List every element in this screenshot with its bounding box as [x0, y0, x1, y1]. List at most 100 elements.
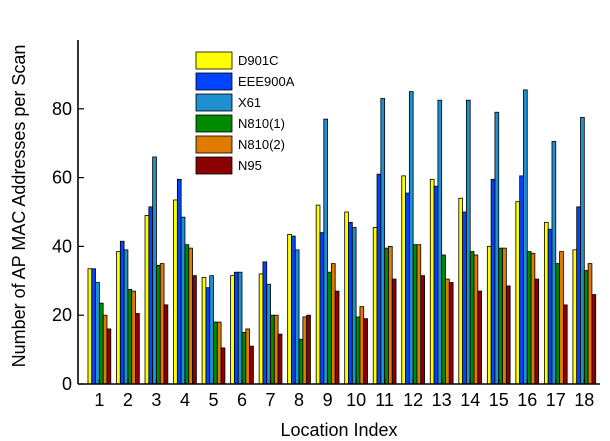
bar-N810(1)-loc-8	[298, 338, 304, 385]
bar-EEE900A-loc-12	[405, 192, 410, 385]
bar-X61-loc-5	[209, 275, 214, 385]
x-tick-label: 16	[517, 390, 537, 410]
bar-N810(2)-loc-8	[302, 316, 308, 385]
axes-group	[77, 40, 600, 385]
bar-N810(2)-loc-18	[587, 263, 593, 385]
bar-N95-loc-13	[448, 282, 454, 385]
y-tick-label: 0	[62, 374, 72, 394]
bar-N810(2)-loc-15	[502, 247, 507, 385]
bar-N95-loc-1	[106, 328, 112, 385]
bar-N810(1)-loc-4	[184, 244, 190, 385]
x-tick-label: 17	[546, 390, 566, 410]
bar-N810(1)-loc-9	[327, 271, 332, 385]
bar-D901C-loc-5	[201, 276, 207, 385]
y-tick-label: 20	[52, 305, 72, 325]
y-tick-label: 80	[52, 99, 72, 119]
bar-X61-loc-12	[408, 91, 414, 385]
bar-D901C-loc-7	[258, 273, 264, 385]
bar-EEE900A-loc-18	[576, 206, 581, 385]
bar-X61-loc-7	[266, 283, 271, 385]
bar-X61-loc-16	[523, 89, 528, 385]
bar-D901C-loc-12	[401, 175, 406, 385]
y-tick-label: 60	[52, 168, 72, 188]
y-axis-label: Number of AP MAC Addresses per Scan	[9, 45, 29, 368]
legend-label: N95	[238, 158, 262, 173]
bar-EEE900A-loc-16	[519, 175, 524, 385]
bar-N810(2)-loc-7	[273, 314, 279, 385]
bar-D901C-loc-14	[458, 197, 463, 385]
bar-D901C-loc-8	[287, 233, 292, 385]
bar-N810(1)-loc-11	[384, 247, 389, 385]
bar-X61-loc-17	[551, 141, 557, 385]
x-tick-label: 9	[323, 390, 333, 410]
legend-swatch-EEE900A	[195, 72, 233, 91]
x-tick-label: 14	[460, 390, 480, 410]
bar-X61-loc-14	[466, 99, 471, 385]
y-tick-label: 40	[52, 236, 72, 256]
x-tick-label: 10	[346, 390, 366, 410]
bar-D901C-loc-16	[515, 201, 521, 385]
bar-N95-loc-12	[420, 275, 425, 385]
bar-X61-loc-9	[323, 118, 328, 385]
x-tick-label: 15	[489, 390, 509, 410]
legend-label: N810(1)	[238, 116, 285, 131]
bar-N810(2)-loc-10	[359, 306, 365, 385]
bar-N810(2)-loc-2	[131, 290, 136, 385]
bar-N810(2)-loc-13	[445, 278, 450, 385]
x-tick-label: 12	[403, 390, 423, 410]
bar-N810(2)-loc-4	[188, 247, 193, 385]
legend-swatch-N95	[195, 156, 233, 175]
bar-N810(1)-loc-1	[98, 302, 104, 385]
bar-N95-loc-6	[249, 345, 254, 385]
bar-N810(1)-loc-16	[526, 251, 532, 385]
bar-X61-loc-6	[237, 271, 243, 385]
x-tick-label: 8	[294, 390, 304, 410]
x-tick-label: 3	[151, 390, 161, 410]
bar-N810(2)-loc-5	[216, 321, 222, 385]
bar-N810(2)-loc-17	[559, 251, 564, 385]
y-ticks-group: 0 20 40 60 80	[52, 99, 84, 394]
bar-N810(1)-loc-5	[213, 321, 218, 385]
bar-EEE900A-loc-7	[262, 261, 268, 385]
bar-EEE900A-loc-15	[490, 178, 496, 385]
bar-D901C-loc-6	[230, 275, 235, 385]
bar-N810(1)-loc-2	[127, 288, 133, 385]
x-axis-label: Location Index	[280, 420, 397, 440]
bar-X61-loc-4	[180, 216, 186, 385]
bar-N810(2)-loc-16	[530, 252, 536, 385]
bar-D901C-loc-9	[315, 204, 321, 385]
bar-X61-loc-1	[95, 282, 100, 385]
x-tick-label: 4	[180, 390, 190, 410]
bar-N95-loc-4	[192, 275, 197, 385]
bar-EEE900A-loc-6	[234, 271, 239, 385]
x-tick-label: 18	[574, 390, 594, 410]
bar-X61-loc-10	[351, 227, 357, 385]
bar-N810(2)-loc-9	[330, 263, 336, 385]
bar-N95-loc-16	[534, 278, 540, 385]
legend-label: D901C	[238, 53, 278, 68]
x-tick-label: 11	[375, 390, 394, 410]
bar-N95-loc-7	[277, 333, 283, 385]
bar-N810(1)-loc-3	[156, 264, 161, 385]
bar-N95-loc-10	[363, 318, 368, 385]
x-tick-label: 13	[432, 390, 452, 410]
bar-N95-loc-5	[220, 347, 226, 385]
bar-N810(2)-loc-14	[473, 254, 479, 385]
bar-N810(2)-loc-6	[245, 328, 251, 385]
bar-N810(1)-loc-6	[241, 331, 247, 385]
bar-N810(2)-loc-3	[159, 263, 165, 385]
bar-N810(2)-loc-1	[102, 314, 108, 385]
bar-EEE900A-loc-8	[291, 235, 296, 385]
bar-N95-loc-17	[562, 304, 568, 385]
bar-N810(1)-loc-7	[270, 314, 275, 385]
bar-N810(1)-loc-13	[441, 254, 446, 385]
bar-EEE900A-loc-17	[547, 228, 553, 385]
bar-EEE900A-loc-5	[205, 287, 211, 385]
bar-N95-loc-8	[306, 314, 311, 385]
x-tick-label: 6	[237, 390, 247, 410]
legend-swatch-N810(1)	[195, 114, 233, 133]
bar-N810(2)-loc-11	[388, 245, 393, 385]
bar-D901C-loc-1	[87, 268, 93, 385]
bar-EEE900A-loc-1	[91, 268, 96, 385]
x-tick-label: 1	[94, 390, 104, 410]
